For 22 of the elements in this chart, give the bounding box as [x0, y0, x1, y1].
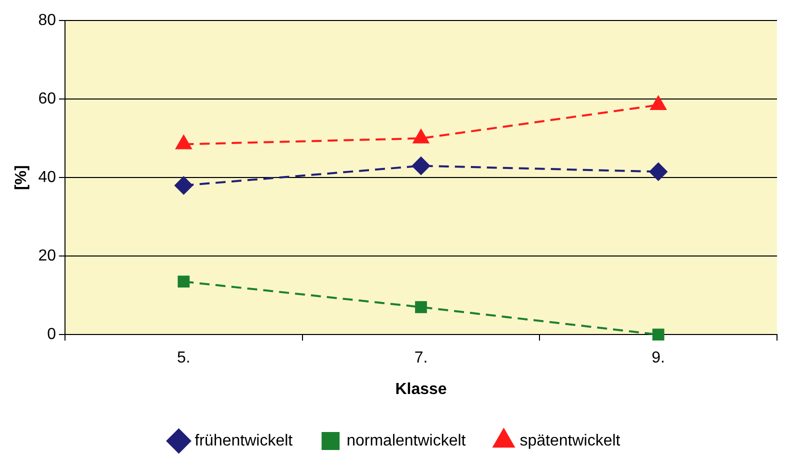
x-tick-label: 7. [414, 350, 428, 367]
y-tick-label: 0 [47, 326, 56, 344]
y-axis-title: [%] [13, 165, 30, 190]
point [415, 301, 427, 314]
x-tick-label: 5. [176, 350, 190, 367]
y-tick-label: 20 [38, 248, 56, 265]
point [652, 328, 664, 341]
point [413, 129, 429, 144]
point [178, 276, 190, 288]
point [176, 135, 192, 150]
y-tick-label: 80 [38, 12, 56, 30]
y-tick-label: 40 [38, 169, 56, 186]
y-tick-label: 60 [38, 90, 56, 108]
point [650, 96, 666, 110]
x-axis-title: Klasse [395, 380, 447, 398]
legend-label: normalentwickelt [346, 432, 466, 450]
x-tick-label: 9. [652, 350, 666, 367]
legend-label: frühentwickelt [194, 432, 294, 450]
point [174, 176, 193, 194]
point [412, 156, 430, 175]
legend-label: spätentwickelt [520, 432, 621, 450]
point [649, 162, 668, 181]
